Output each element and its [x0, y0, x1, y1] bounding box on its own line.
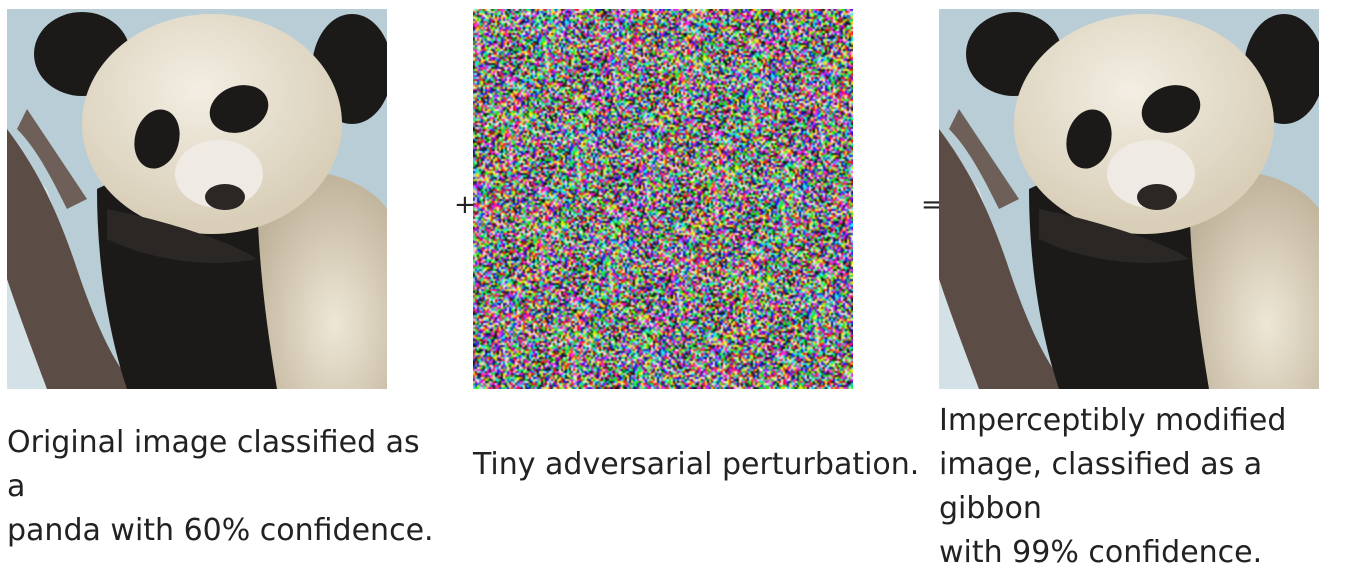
adversarial-perturbation-image	[473, 9, 853, 389]
modified-panda-image	[939, 9, 1319, 389]
panda-shoulder	[257, 170, 387, 389]
perturbation-caption: Tiny adversarial perturbation.	[473, 447, 920, 482]
panda-illustration-modified	[939, 9, 1319, 389]
panda-eye-patch-left	[1066, 109, 1112, 169]
branch	[7, 129, 137, 389]
panda-eye-patch-right	[1141, 85, 1201, 133]
panda-nose	[1137, 184, 1177, 210]
original-image-caption: Original image classified as a panda wit…	[7, 425, 434, 548]
plus-operator: +	[454, 190, 476, 220]
panda-nose	[205, 184, 245, 210]
panda-head	[82, 14, 342, 234]
noise-pattern	[473, 9, 853, 389]
original-panda-image	[7, 9, 387, 389]
panda-eye-patch-right	[209, 85, 269, 133]
modified-image-caption: Imperceptibly modified image, classified…	[939, 403, 1287, 570]
panda-shoulder	[1189, 170, 1319, 389]
equals-operator: =	[921, 190, 943, 220]
panda-eye-patch-left	[134, 109, 180, 169]
branch	[939, 129, 1069, 389]
panda-head	[1014, 14, 1274, 234]
panda-illustration	[7, 9, 387, 389]
